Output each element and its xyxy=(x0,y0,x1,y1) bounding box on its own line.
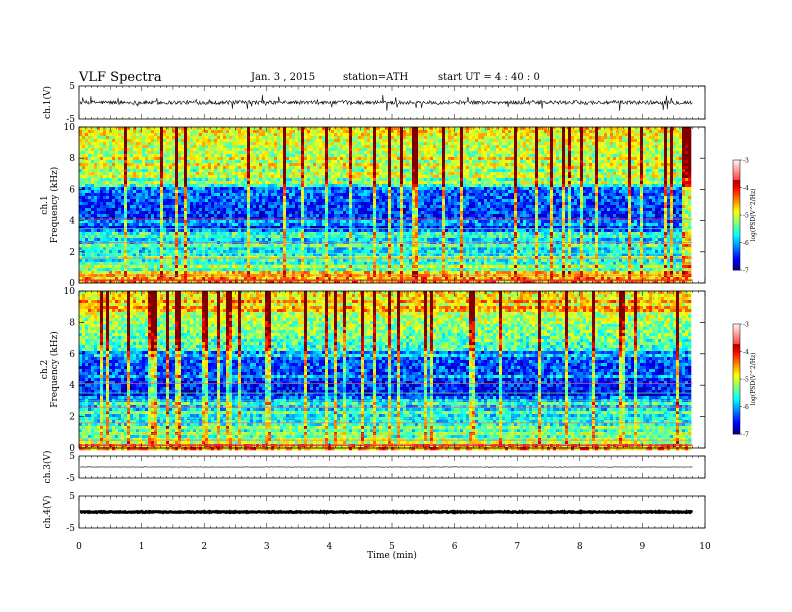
y-tick-label: 4 xyxy=(69,217,75,227)
y-tick-label: 5 xyxy=(69,492,75,502)
y-tick-label: 8 xyxy=(69,154,75,164)
y-tick-label: 2 xyxy=(69,248,75,258)
y-axis-label-frequency: Frequency (kHz) xyxy=(49,331,60,408)
y-tick-label: 4 xyxy=(69,381,75,391)
colorbar-tick-label: -3 xyxy=(743,322,749,329)
colorbar-tick-label: -6 xyxy=(743,240,749,247)
waveform-trace-ch.3(V) xyxy=(79,466,693,468)
y-tick-label: -5 xyxy=(66,115,75,125)
colorbar-tick-label: -7 xyxy=(743,432,749,439)
x-tick-label: 0 xyxy=(76,542,82,552)
station-label: station=ATH xyxy=(343,72,408,83)
y-tick-label: 10 xyxy=(64,287,76,297)
colorbar-tick-label: -6 xyxy=(743,404,749,411)
y-axis-label: ch.3(V) xyxy=(42,451,53,484)
x-tick-label: 6 xyxy=(452,542,458,552)
waveform-trace-ch.1(V) xyxy=(79,94,693,111)
x-tick-label: 3 xyxy=(264,542,270,552)
x-tick-label: 2 xyxy=(201,542,207,552)
date-label: Jan. 3 , 2015 xyxy=(251,72,315,83)
waveform-trace-ch.4(V) xyxy=(79,509,694,515)
y-tick-label: 8 xyxy=(69,318,75,328)
spectrogram-cells-ch2 xyxy=(79,291,692,451)
colorbar-tick-label: -5 xyxy=(743,213,749,220)
colorbar-tick-label: -3 xyxy=(743,158,749,165)
start-time-label: start UT = 4 : 40 : 0 xyxy=(438,72,540,83)
x-axis-label: Time (min) xyxy=(367,550,417,561)
colorbar-tick-label: -4 xyxy=(743,349,749,356)
colorbar xyxy=(733,160,740,271)
y-tick-label: 2 xyxy=(69,413,75,423)
y-tick-label: 0 xyxy=(69,279,75,289)
y-tick-label: 10 xyxy=(64,123,76,133)
y-axis-label-channel: ch.1 xyxy=(40,195,50,214)
x-tick-label: 9 xyxy=(640,542,646,552)
x-tick-label: 1 xyxy=(139,542,145,552)
y-tick-label: -5 xyxy=(66,524,75,534)
y-tick-label: 0 xyxy=(69,444,75,454)
x-tick-label: 7 xyxy=(514,542,520,552)
colorbar xyxy=(733,324,740,435)
spectrogram-cells-ch1 xyxy=(79,127,692,284)
x-tick-label: 8 xyxy=(577,542,583,552)
chart-title: VLF Spectra xyxy=(79,70,162,85)
x-tick-label: 10 xyxy=(699,542,711,552)
y-tick-label: 6 xyxy=(69,185,75,195)
y-axis-label: ch.1(V) xyxy=(42,86,53,119)
colorbar-label: log(PSD(V^2/Hz) xyxy=(750,353,757,406)
y-axis-label: ch.4(V) xyxy=(42,496,53,529)
y-axis-label-frequency: Frequency (kHz) xyxy=(49,167,60,244)
colorbar-tick-label: -4 xyxy=(743,185,749,192)
y-tick-label: -5 xyxy=(66,474,75,484)
x-tick-label: 4 xyxy=(327,542,333,552)
colorbar-label: log(PSD(V^2/Hz) xyxy=(750,189,757,242)
colorbar-tick-label: -5 xyxy=(743,377,749,384)
x-tick-label: 5 xyxy=(389,542,395,552)
colorbar-tick-label: -7 xyxy=(743,268,749,275)
y-axis-label-channel: ch.2 xyxy=(40,360,50,379)
y-tick-label: 5 xyxy=(69,82,75,92)
y-tick-label: 5 xyxy=(69,452,75,462)
y-tick-label: 6 xyxy=(69,350,75,360)
